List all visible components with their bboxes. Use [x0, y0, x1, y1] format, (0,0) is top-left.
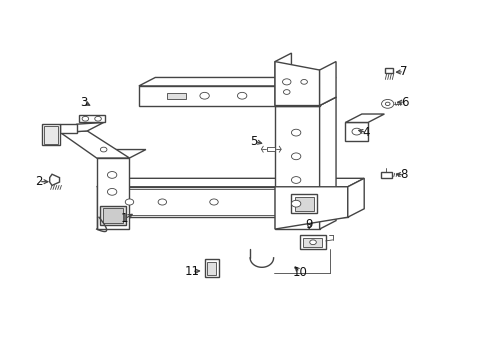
- Polygon shape: [274, 105, 319, 229]
- Polygon shape: [274, 187, 347, 229]
- Circle shape: [107, 189, 117, 195]
- Bar: [291, 194, 317, 213]
- Polygon shape: [380, 171, 391, 178]
- Polygon shape: [274, 53, 335, 105]
- Text: 2: 2: [35, 175, 42, 188]
- Text: 4: 4: [362, 126, 369, 139]
- Text: 8: 8: [400, 168, 407, 181]
- Text: 5: 5: [250, 135, 257, 148]
- Text: 6: 6: [401, 96, 408, 109]
- Bar: [100, 206, 126, 225]
- Polygon shape: [139, 77, 335, 86]
- Circle shape: [283, 90, 289, 94]
- Circle shape: [291, 200, 300, 207]
- Polygon shape: [97, 158, 129, 229]
- Circle shape: [351, 128, 361, 135]
- Circle shape: [125, 199, 133, 205]
- Text: 10: 10: [292, 266, 306, 279]
- Polygon shape: [61, 124, 77, 133]
- Bar: [299, 235, 325, 249]
- Circle shape: [291, 177, 300, 183]
- Polygon shape: [79, 115, 105, 122]
- Bar: [266, 147, 275, 151]
- Circle shape: [107, 172, 117, 178]
- Circle shape: [82, 116, 88, 121]
- Circle shape: [291, 129, 300, 136]
- Polygon shape: [97, 187, 347, 217]
- Circle shape: [381, 99, 393, 108]
- Text: 7: 7: [400, 65, 407, 78]
- Polygon shape: [319, 97, 335, 229]
- Polygon shape: [61, 131, 129, 158]
- Polygon shape: [345, 114, 384, 122]
- Text: 1: 1: [121, 212, 128, 225]
- Circle shape: [291, 153, 300, 160]
- Circle shape: [309, 240, 316, 245]
- Circle shape: [237, 93, 246, 99]
- Polygon shape: [61, 122, 103, 132]
- Circle shape: [200, 93, 209, 99]
- Circle shape: [282, 79, 290, 85]
- Circle shape: [158, 199, 166, 205]
- Polygon shape: [97, 178, 364, 187]
- Circle shape: [300, 80, 307, 84]
- Circle shape: [100, 147, 107, 152]
- Circle shape: [385, 102, 389, 105]
- Bar: [103, 208, 123, 223]
- Polygon shape: [204, 259, 218, 278]
- Polygon shape: [274, 62, 319, 105]
- Polygon shape: [385, 68, 392, 73]
- Text: 3: 3: [80, 96, 87, 109]
- Text: 9: 9: [305, 218, 312, 231]
- Polygon shape: [347, 178, 364, 217]
- Polygon shape: [274, 97, 335, 105]
- Bar: [303, 238, 322, 247]
- Circle shape: [95, 116, 101, 121]
- Polygon shape: [206, 262, 216, 275]
- Polygon shape: [97, 149, 145, 158]
- Bar: [44, 126, 58, 144]
- Polygon shape: [139, 86, 319, 105]
- Bar: [294, 197, 313, 211]
- Polygon shape: [50, 174, 60, 185]
- Polygon shape: [41, 124, 61, 145]
- Polygon shape: [345, 122, 367, 141]
- Polygon shape: [319, 62, 335, 105]
- Bar: [167, 93, 185, 99]
- Circle shape: [209, 199, 218, 205]
- Text: 11: 11: [184, 265, 199, 278]
